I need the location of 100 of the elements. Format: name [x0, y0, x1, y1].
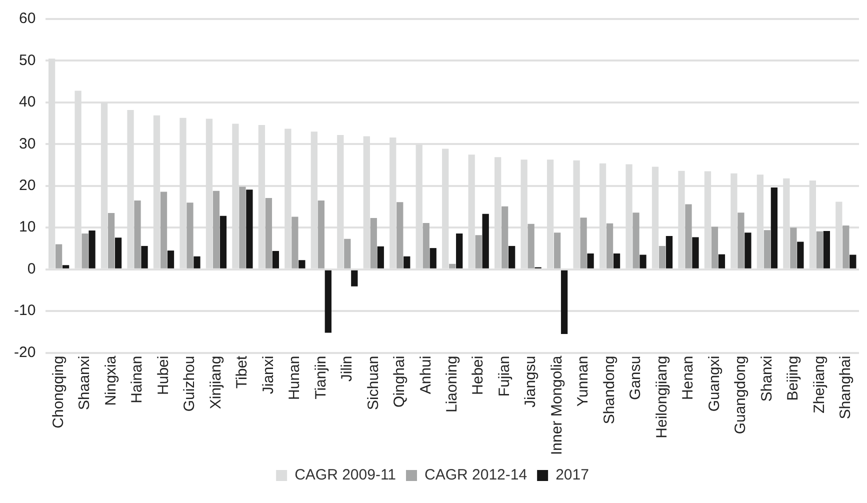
bar — [141, 246, 148, 268]
x-tick-label: Tibet — [234, 354, 251, 389]
y-tick-label: -10 — [14, 302, 36, 320]
x-tick-label: Chongqing — [50, 356, 67, 428]
bar — [632, 212, 640, 268]
x-tick-label: Beijing — [784, 356, 802, 401]
bar — [160, 192, 168, 268]
bar — [482, 214, 489, 268]
legend-label: CAGR 2012-14 — [424, 466, 528, 484]
bar — [239, 186, 246, 268]
bar — [554, 232, 561, 268]
bar — [430, 248, 436, 268]
x-tick-label: Yunnan — [574, 356, 592, 407]
bar — [212, 190, 220, 268]
bar — [456, 233, 463, 268]
bar — [292, 216, 298, 268]
y-tick-label: 60 — [18, 10, 36, 28]
bar — [711, 226, 718, 268]
x-tick-label: Guizhou — [181, 356, 198, 412]
bar — [167, 250, 174, 268]
bar — [587, 253, 594, 268]
bar — [823, 230, 830, 268]
bar — [370, 218, 377, 268]
bar — [82, 233, 88, 268]
bar — [528, 224, 534, 268]
x-tick-label: Heilongjiang — [653, 356, 670, 438]
bar — [842, 226, 850, 268]
y-tick-label: 50 — [18, 52, 36, 69]
bar — [502, 206, 508, 268]
x-tick-label: Hunan — [286, 356, 304, 400]
bar — [640, 254, 646, 268]
x-tick-label: Hainan — [128, 356, 146, 404]
bar — [692, 237, 699, 268]
bar — [186, 202, 194, 268]
x-tick-label: Jianxi — [260, 356, 277, 394]
x-tick-label: Liaoning — [443, 356, 460, 412]
bar — [324, 270, 332, 333]
bar — [475, 235, 482, 268]
bar — [606, 223, 614, 268]
bar — [422, 223, 430, 268]
x-tick-label: Jilin — [338, 356, 356, 382]
bar — [718, 254, 726, 268]
legend-label: CAGR 2009-11 — [294, 466, 396, 484]
bar — [816, 231, 823, 268]
x-tick-label: Henan — [680, 356, 697, 400]
x-tick-label: Hubei — [154, 356, 172, 395]
bar — [62, 265, 70, 268]
x-tick-label: Xinjiang — [207, 356, 224, 410]
bar — [298, 260, 306, 268]
bar — [797, 242, 804, 268]
x-tick-label: Shanxi — [758, 356, 776, 402]
x-tick-label: Shanghai — [837, 356, 854, 420]
bar — [404, 256, 410, 268]
bar — [377, 246, 384, 268]
x-tick-label: Inner Mongolia — [548, 355, 566, 456]
bar — [88, 230, 96, 268]
y-tick-label: 30 — [18, 135, 36, 152]
y-tick-label: 10 — [18, 218, 36, 236]
bar — [220, 216, 227, 268]
bar — [764, 230, 771, 268]
bar — [850, 254, 856, 268]
x-tick-label: Tianjin — [312, 356, 330, 400]
bar — [194, 256, 200, 268]
x-tick-label: Fujian — [496, 356, 513, 397]
x-tick-label: Shandong — [600, 356, 618, 424]
x-tick-label: Guangdong — [732, 356, 750, 434]
bar — [738, 212, 744, 268]
bar — [318, 200, 324, 268]
y-tick-label: 40 — [18, 94, 36, 111]
x-tick-label: Shaanxi — [76, 356, 94, 410]
bar — [344, 238, 351, 268]
bar — [108, 213, 115, 268]
bar — [790, 228, 797, 268]
y-tick-label: 20 — [18, 177, 36, 194]
bar — [114, 238, 122, 268]
bar — [449, 264, 456, 268]
bar — [744, 232, 752, 268]
bar — [580, 218, 587, 268]
x-tick-label: Hebei — [470, 356, 487, 395]
bar — [396, 202, 404, 268]
x-tick-label: Sichuan — [364, 356, 382, 410]
x-tick-label: Ningxia — [102, 355, 120, 406]
bar — [613, 253, 620, 268]
legend-label: 2017 — [556, 466, 589, 484]
x-tick-label: Qinghai — [391, 356, 408, 408]
y-tick-label: -20 — [14, 344, 36, 361]
x-tick-label: Guangxi — [706, 356, 723, 412]
bar — [666, 236, 673, 268]
bar — [351, 270, 358, 286]
bar — [658, 246, 666, 268]
bar — [770, 188, 778, 268]
bar — [55, 244, 62, 268]
bar — [685, 204, 692, 268]
x-tick-label: Jiangsu — [522, 356, 540, 408]
bar — [560, 270, 568, 334]
bar — [508, 246, 516, 268]
bar — [246, 190, 253, 268]
x-tick-label: Zhejiang — [810, 356, 828, 414]
x-tick-label: Gansu — [627, 356, 644, 400]
bar — [265, 198, 272, 268]
